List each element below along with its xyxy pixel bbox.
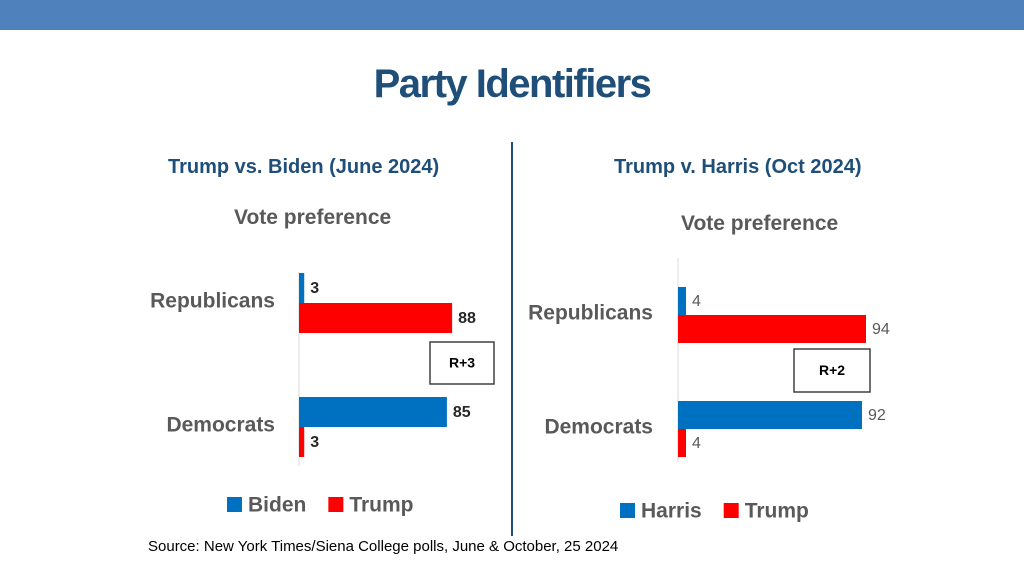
data-label-harris-republicans: 4 (692, 293, 701, 310)
panel-divider (511, 142, 513, 536)
margin-annotation-box (429, 341, 495, 385)
data-label-harris-democrats: 92 (868, 407, 886, 424)
bar-biden-democrats (299, 397, 447, 427)
bar-biden-republicans (299, 273, 305, 303)
left-chart-subtitle: Vote preference (234, 206, 392, 229)
category-label-democrats: Democrats (166, 414, 275, 437)
data-label-trump-republicans: 94 (872, 321, 890, 338)
right-chart-subtitle: Vote preference (681, 212, 839, 235)
right-chart: Republicans 4 94 Democrats 92 4 R+2 Harris Trump (528, 258, 890, 523)
legend-swatch-biden (227, 497, 242, 512)
category-label-republicans: Republicans (528, 302, 653, 325)
left-chart-title: Trump vs. Biden (June 2024) (168, 156, 440, 178)
header-bar (0, 0, 1024, 30)
bar-trump-republicans (678, 315, 866, 343)
bar-trump-democrats (299, 427, 305, 457)
legend-label-trump: Trump (745, 500, 809, 523)
bar-harris-democrats (678, 401, 862, 429)
right-chart-title: Trump v. Harris (Oct 2024) (614, 156, 862, 178)
bar-trump-republicans (299, 303, 453, 333)
data-label-biden-democrats: 85 (453, 404, 471, 421)
bar-trump-democrats (678, 429, 686, 457)
category-label-republicans: Republicans (150, 290, 275, 313)
page-title: Party Identifiers (373, 62, 652, 106)
legend-swatch-trump (723, 503, 739, 518)
data-label-trump-democrats: 3 (310, 434, 319, 451)
legend-label-biden: Biden (248, 494, 306, 517)
left-chart: Republicans 3 88 Democrats 85 3 R+3 Biden Trump (150, 272, 495, 517)
margin-annotation-text: R+2 (819, 362, 845, 378)
source-note: Source: New York Times/Siena College pol… (148, 538, 619, 555)
margin-annotation-box (793, 348, 871, 393)
category-label-democrats: Democrats (544, 416, 653, 439)
data-label-trump-republicans: 88 (458, 310, 476, 327)
data-label-biden-republicans: 3 (310, 280, 319, 297)
legend-label-harris: Harris (641, 500, 702, 523)
margin-annotation-text: R+3 (449, 355, 475, 371)
legend-swatch-harris (620, 503, 635, 518)
legend-label-trump: Trump (349, 494, 413, 517)
legend-swatch-trump (328, 497, 344, 512)
data-label-trump-democrats: 4 (692, 435, 701, 452)
bar-harris-republicans (678, 287, 686, 315)
